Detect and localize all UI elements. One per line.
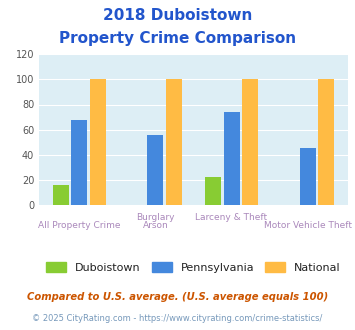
Bar — [89, 80, 105, 205]
Bar — [205, 177, 221, 205]
Text: Arson: Arson — [143, 221, 168, 230]
Bar — [166, 80, 182, 205]
Text: Motor Vehicle Theft: Motor Vehicle Theft — [264, 221, 351, 230]
Bar — [71, 119, 87, 205]
Text: All Property Crime: All Property Crime — [38, 221, 121, 230]
Bar — [224, 112, 240, 205]
Text: 2018 Duboistown: 2018 Duboistown — [103, 8, 252, 23]
Legend: Duboistown, Pennsylvania, National: Duboistown, Pennsylvania, National — [42, 257, 345, 277]
Bar — [53, 184, 69, 205]
Bar — [147, 135, 163, 205]
Text: Compared to U.S. average. (U.S. average equals 100): Compared to U.S. average. (U.S. average … — [27, 292, 328, 302]
Bar — [318, 80, 334, 205]
Text: Property Crime Comparison: Property Crime Comparison — [59, 31, 296, 46]
Text: © 2025 CityRating.com - https://www.cityrating.com/crime-statistics/: © 2025 CityRating.com - https://www.city… — [32, 314, 323, 323]
Bar — [300, 148, 316, 205]
Text: Larceny & Theft: Larceny & Theft — [196, 214, 268, 222]
Text: Burglary: Burglary — [136, 214, 175, 222]
Bar — [242, 80, 258, 205]
